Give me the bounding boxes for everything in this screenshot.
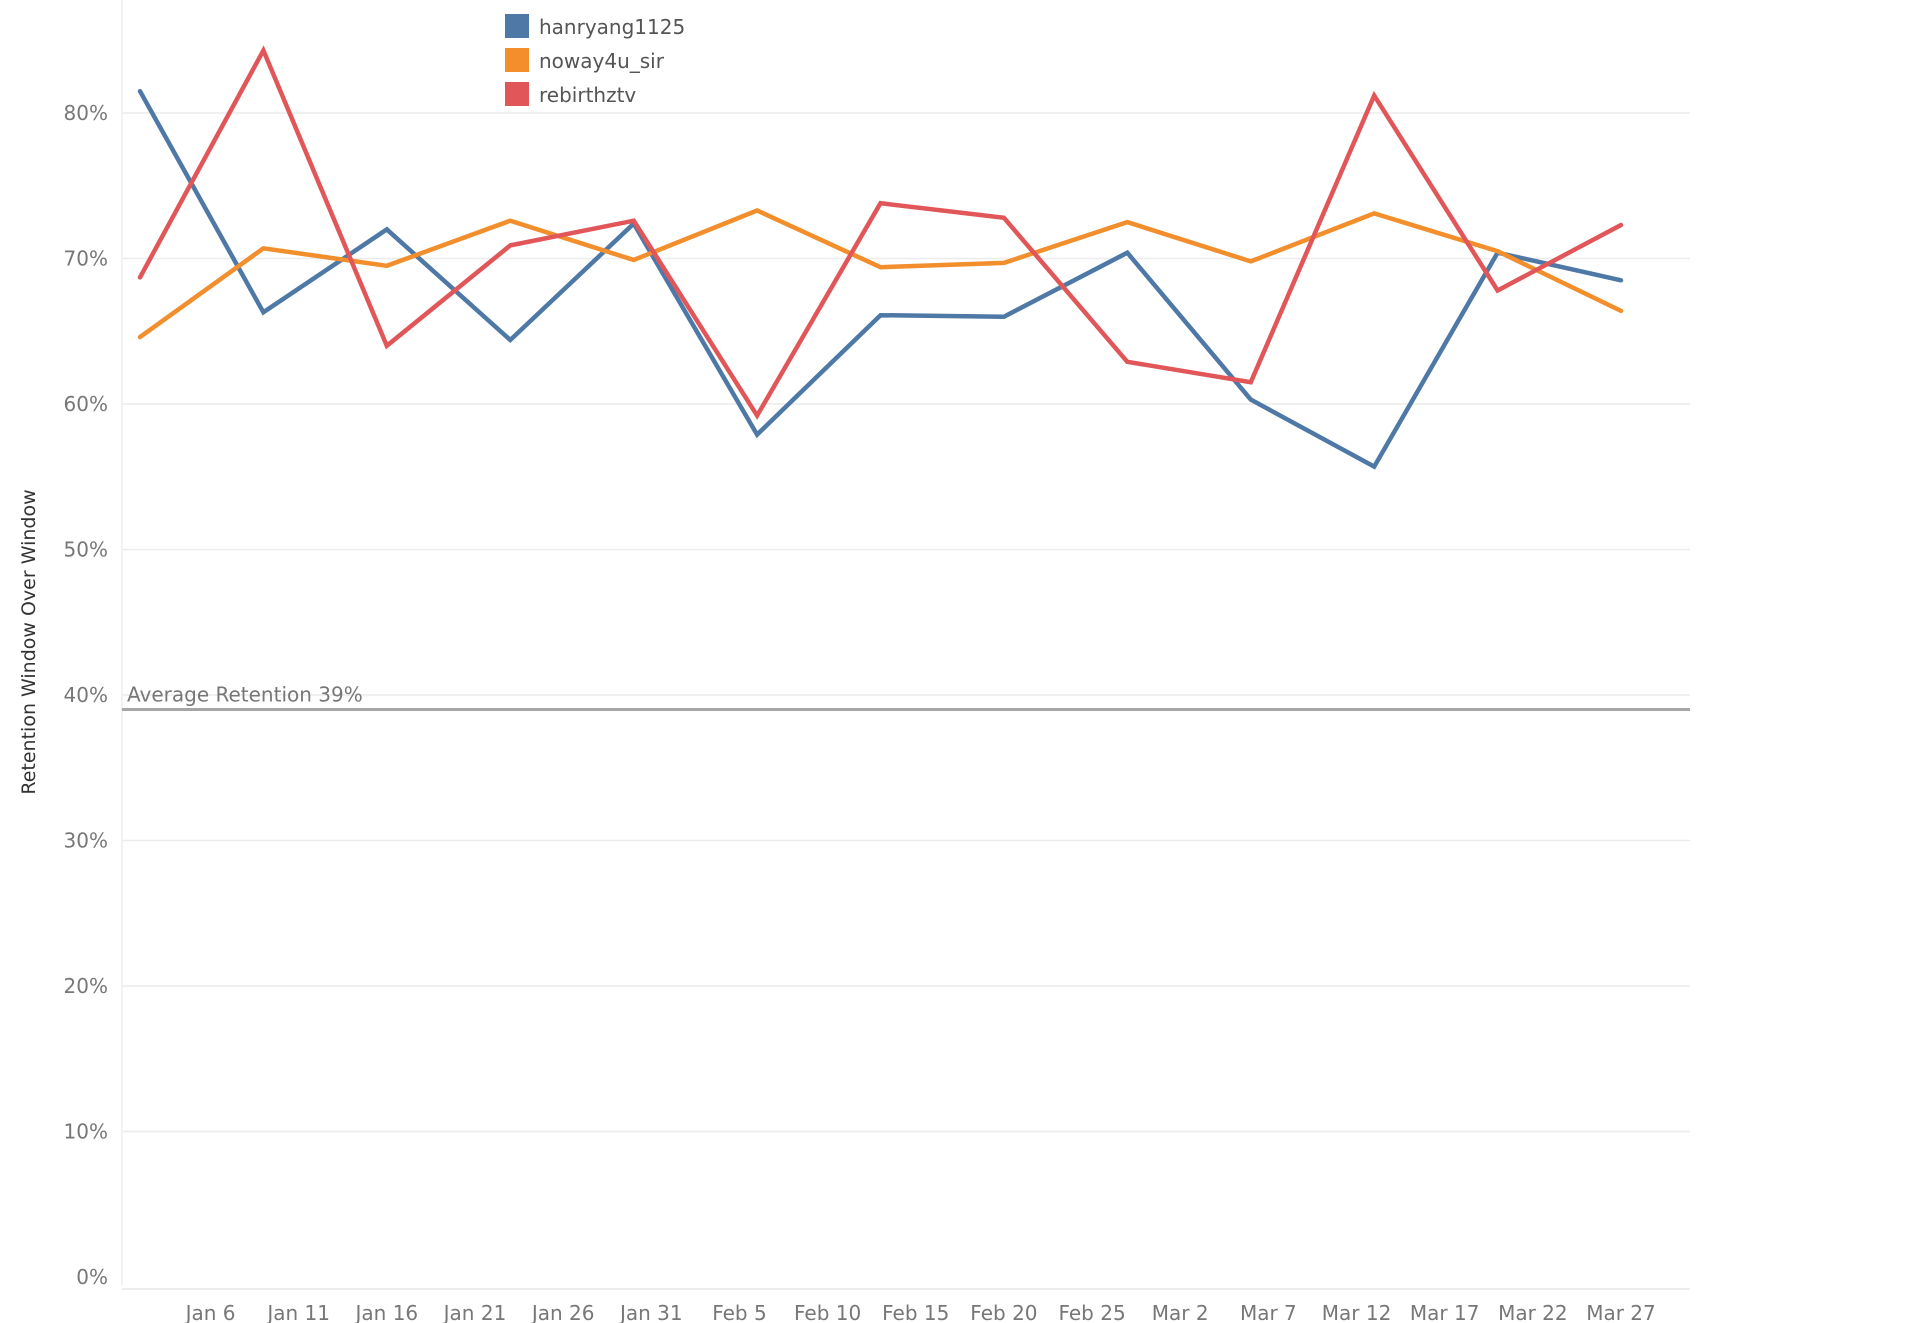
x-tick-label: Feb 20 [970, 1301, 1037, 1323]
x-tick-label: Jan 26 [530, 1301, 595, 1323]
average-retention-label: Average Retention 39% [127, 683, 363, 707]
y-tick-label: 0% [76, 1265, 108, 1289]
legend-swatch [505, 48, 529, 72]
y-tick-label: 50% [64, 538, 108, 562]
x-tick-label: Jan 11 [265, 1301, 330, 1323]
x-tick-label: Jan 21 [442, 1301, 507, 1323]
y-tick-label: 60% [64, 392, 108, 416]
reference-line: Average Retention 39% [122, 683, 1690, 712]
gridlines [122, 112, 1690, 1133]
legend-label: hanryang1125 [539, 15, 685, 39]
series-line-noway4u_sir [137, 208, 1624, 340]
legend: hanryang1125 noway4u_sir rebirthztv [505, 14, 685, 107]
x-axis-tick-labels: Jan 6 Jan 11 Jan 16 Jan 21 Jan 26 Jan 31 Feb 5… [184, 1301, 1656, 1323]
y-tick-label: 70% [64, 247, 108, 271]
x-tick-label: Feb 5 [712, 1301, 767, 1323]
legend-swatch [505, 82, 529, 106]
y-tick-label: 40% [64, 683, 108, 707]
x-tick-label: Mar 7 [1240, 1301, 1297, 1323]
y-tick-label: 10% [64, 1120, 108, 1144]
y-tick-label: 20% [64, 974, 108, 998]
x-tick-label: Jan 6 [184, 1301, 236, 1323]
series-lines [137, 45, 1624, 470]
series-line-hanryang1125 [137, 88, 1624, 470]
legend-label: noway4u_sir [539, 49, 665, 73]
series-line-rebirthztv [137, 45, 1624, 420]
y-tick-label: 30% [64, 829, 108, 853]
x-tick-label: Feb 15 [882, 1301, 949, 1323]
x-tick-label: Mar 12 [1322, 1301, 1392, 1323]
x-tick-label: Mar 22 [1498, 1301, 1568, 1323]
x-tick-label: Jan 16 [354, 1301, 419, 1323]
x-tick-label: Mar 27 [1586, 1301, 1656, 1323]
legend-swatch [505, 14, 529, 38]
x-tick-label: Mar 2 [1152, 1301, 1209, 1323]
y-axis-label: Retention Window Over Window [18, 489, 40, 794]
x-tick-label: Feb 10 [794, 1301, 861, 1323]
x-tick-label: Mar 17 [1410, 1301, 1480, 1323]
axes [121, 0, 1690, 1290]
x-tick-label: Feb 25 [1058, 1301, 1125, 1323]
legend-label: rebirthztv [539, 83, 636, 107]
y-axis-tick-labels: 0% 10% 20% 30% 40% 50% 60% 70% 80% [64, 101, 108, 1289]
y-tick-label: 80% [64, 101, 108, 125]
x-tick-label: Jan 31 [618, 1301, 683, 1323]
